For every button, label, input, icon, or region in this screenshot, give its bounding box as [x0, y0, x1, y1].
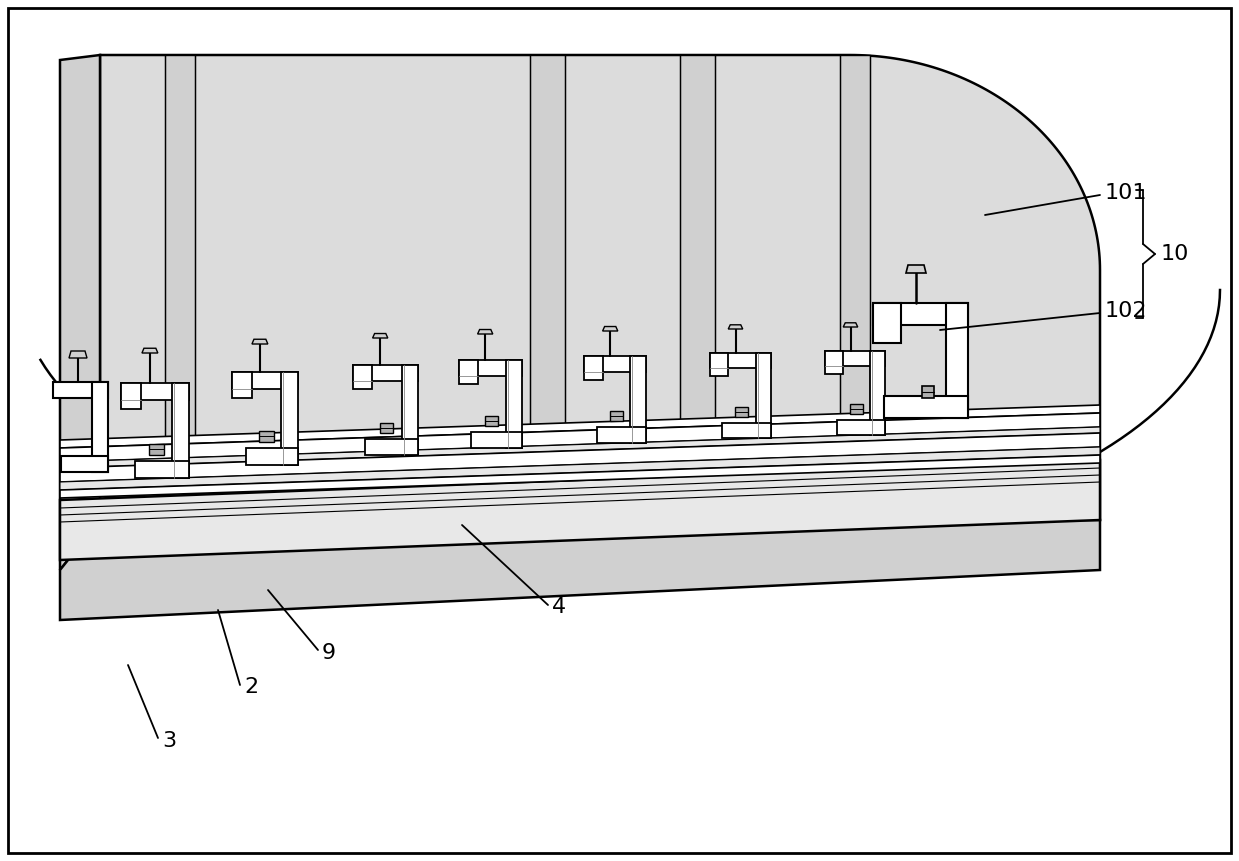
Polygon shape — [59, 413, 1100, 462]
Polygon shape — [232, 372, 299, 389]
Polygon shape — [945, 303, 968, 418]
Polygon shape — [458, 360, 478, 384]
Polygon shape — [135, 461, 190, 478]
Polygon shape — [922, 386, 934, 398]
Polygon shape — [61, 456, 108, 472]
Polygon shape — [756, 353, 771, 438]
Polygon shape — [883, 396, 968, 418]
Polygon shape — [100, 55, 1100, 520]
Polygon shape — [484, 416, 498, 426]
Polygon shape — [59, 460, 1100, 560]
Polygon shape — [710, 353, 771, 368]
Polygon shape — [825, 351, 885, 366]
Polygon shape — [401, 365, 418, 455]
Polygon shape — [602, 326, 618, 331]
Polygon shape — [69, 351, 87, 358]
Polygon shape — [838, 420, 885, 435]
Polygon shape — [252, 339, 268, 344]
Polygon shape — [172, 383, 190, 478]
Polygon shape — [121, 383, 141, 408]
Polygon shape — [232, 372, 253, 398]
Polygon shape — [840, 55, 870, 520]
Polygon shape — [353, 365, 418, 381]
Polygon shape — [59, 447, 1100, 490]
Text: 3: 3 — [162, 731, 176, 751]
Polygon shape — [710, 353, 727, 375]
Polygon shape — [380, 423, 394, 433]
Polygon shape — [458, 360, 522, 376]
Polygon shape — [735, 407, 748, 417]
Text: 102: 102 — [1105, 301, 1147, 321]
Polygon shape — [721, 423, 771, 438]
Polygon shape — [584, 356, 646, 372]
Polygon shape — [471, 432, 522, 448]
Text: 10: 10 — [1161, 244, 1189, 264]
Text: 4: 4 — [553, 597, 566, 617]
Polygon shape — [872, 303, 968, 325]
Text: 9: 9 — [322, 643, 336, 663]
Polygon shape — [121, 383, 190, 400]
Polygon shape — [844, 323, 857, 327]
Polygon shape — [870, 351, 885, 435]
Polygon shape — [281, 372, 299, 465]
Text: 2: 2 — [244, 677, 258, 697]
Polygon shape — [825, 351, 843, 374]
Polygon shape — [584, 356, 603, 380]
Polygon shape — [597, 427, 646, 443]
Polygon shape — [259, 431, 274, 442]
Polygon shape — [373, 333, 388, 338]
Polygon shape — [150, 444, 164, 455]
Polygon shape — [59, 520, 1100, 620]
Polygon shape — [52, 382, 108, 398]
Polygon shape — [59, 455, 1100, 498]
Polygon shape — [629, 356, 646, 443]
Polygon shape — [530, 55, 565, 520]
Polygon shape — [850, 405, 862, 414]
Polygon shape — [366, 439, 418, 455]
Text: 101: 101 — [1105, 183, 1147, 203]
Polygon shape — [59, 427, 1100, 468]
Polygon shape — [906, 265, 926, 273]
Polygon shape — [142, 348, 157, 353]
Polygon shape — [59, 55, 100, 570]
Polygon shape — [92, 382, 108, 472]
Polygon shape — [59, 405, 1100, 448]
Polygon shape — [506, 360, 522, 448]
Polygon shape — [59, 433, 1100, 482]
Polygon shape — [165, 55, 195, 520]
Polygon shape — [729, 325, 742, 329]
Polygon shape — [477, 330, 493, 334]
Polygon shape — [353, 365, 372, 389]
Polygon shape — [245, 448, 299, 465]
Polygon shape — [680, 55, 715, 520]
Polygon shape — [610, 411, 623, 421]
Polygon shape — [872, 303, 901, 343]
